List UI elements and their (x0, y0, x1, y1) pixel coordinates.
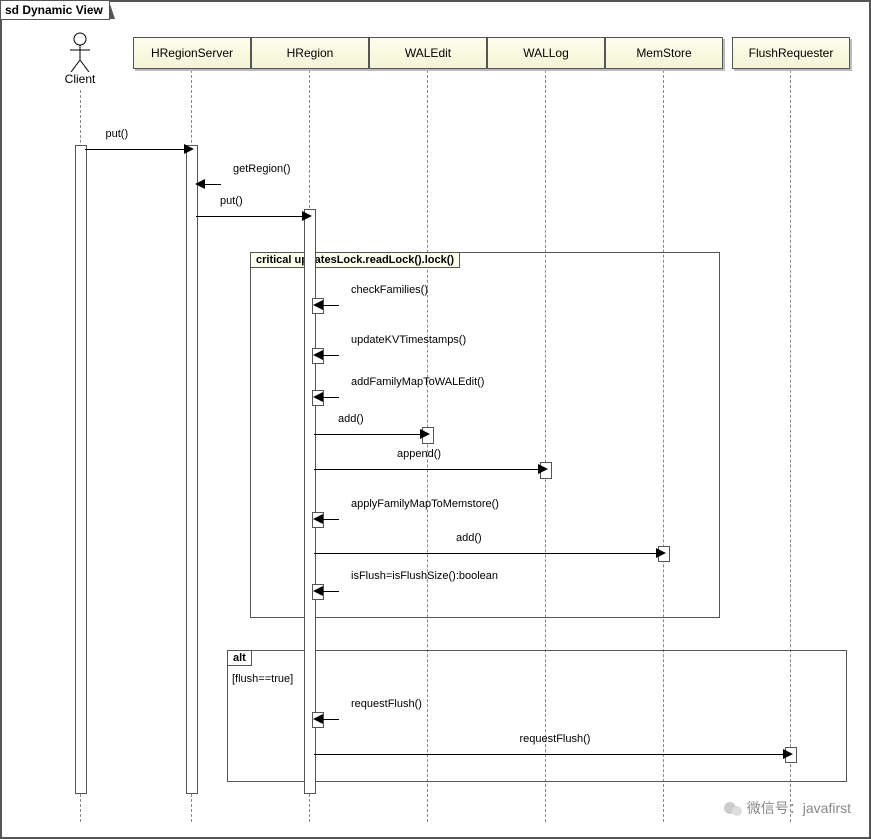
message-label: put() (220, 195, 243, 207)
activation-hr (304, 209, 316, 794)
message-label: applyFamilyMapToMemstore() (351, 498, 499, 510)
participant-wale: WALEdit (369, 37, 487, 69)
actor-client: Client (45, 32, 115, 86)
actor-icon (68, 32, 92, 72)
message-label: requestFlush() (351, 698, 422, 710)
participant-fr: FlushRequester (732, 37, 850, 69)
watermark: 微信号：javafirst (723, 798, 851, 819)
actor-label: Client (65, 72, 96, 86)
message-label: add() (456, 532, 482, 544)
participant-mem: MemStore (605, 37, 723, 69)
activation-hrs (186, 145, 198, 794)
message-label: append() (397, 448, 441, 460)
fragment-title: alt (227, 650, 252, 666)
participant-wlog: WALLog (487, 37, 605, 69)
fragment-guard: [flush==true] (232, 673, 293, 685)
watermark-text: 微信号：javafirst (747, 800, 851, 816)
message-label: add() (338, 413, 364, 425)
participant-hr: HRegion (251, 37, 369, 69)
message-label: isFlush=isFlushSize():boolean (351, 570, 498, 582)
wechat-icon (723, 799, 743, 819)
frame-title: sd Dynamic View (1, 1, 110, 20)
message-label: updateKVTimestamps() (351, 334, 466, 346)
message-label: getRegion() (233, 163, 290, 175)
fragment-title: critical updatesLock.readLock().lock() (250, 252, 460, 268)
message-label: addFamilyMapToWALEdit() (351, 376, 484, 388)
participant-hrs: HRegionServer (133, 37, 251, 69)
diagram-frame: sd Dynamic View Client HRegionServerHReg… (0, 0, 871, 839)
activation-client (75, 145, 87, 794)
message-label: checkFamilies() (351, 284, 428, 296)
message-label: requestFlush() (520, 733, 591, 745)
message-label: put() (106, 128, 129, 140)
